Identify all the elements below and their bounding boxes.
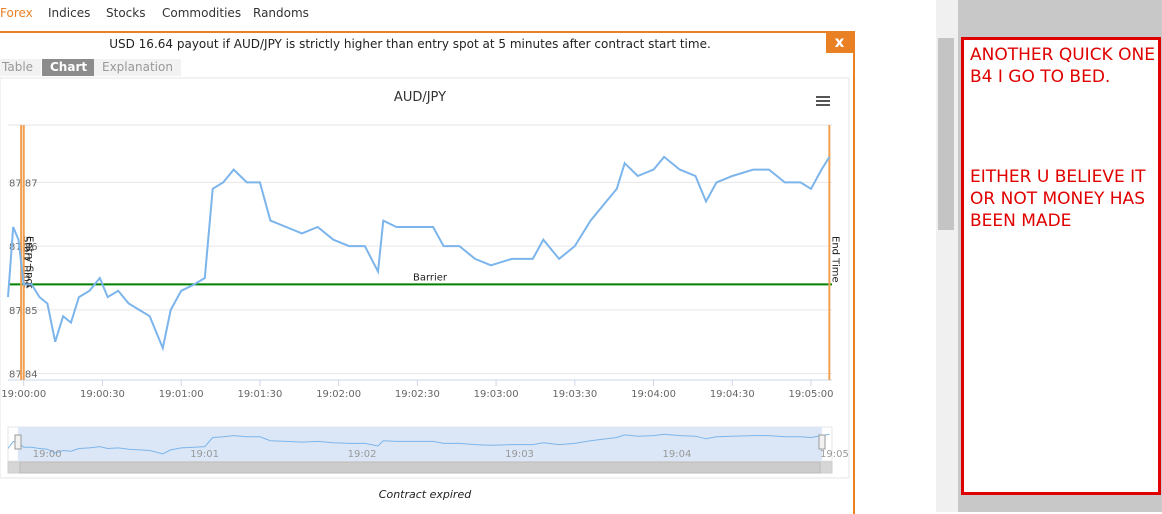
note-text: ANOTHER QUICK ONE B4 I GO TO BED. <box>970 45 1155 87</box>
scroll-thumb[interactable] <box>938 38 954 230</box>
x-tick-label: 19:00:30 <box>80 389 125 400</box>
tab[interactable]: Explanation <box>94 59 181 76</box>
x-tick-label: 19:04:30 <box>710 389 755 400</box>
tab[interactable]: Chart <box>42 59 96 76</box>
dialog-tabs: Table Chart Explanation <box>0 59 850 77</box>
x-tick-label: 19:01:00 <box>159 389 204 400</box>
x-tick-label: 19:03:30 <box>552 389 597 400</box>
menu-icon[interactable] <box>816 96 830 106</box>
dialog-header: USD 16.64 payout if AUD/JPY is strictly … <box>109 37 711 51</box>
scrollbar-thumb[interactable] <box>19 461 821 474</box>
x-tick-label: 19:05:00 <box>789 389 834 400</box>
navigator-selection <box>18 427 822 461</box>
note-text: EITHER U BELIEVE IT OR NOT MONEY HAS BEE… <box>970 167 1146 231</box>
navigator-label: 19:05 <box>820 449 849 460</box>
chart: AUD/JPY 87.8487.8587.8687.8719:00:0019:0… <box>0 77 850 479</box>
tab[interactable]: Commodities <box>162 6 242 20</box>
chart-title: AUD/JPY <box>394 90 446 105</box>
tab[interactable]: Table <box>0 59 42 76</box>
tab[interactable]: Indices <box>48 6 91 20</box>
time-marker-label: Entry Spot <box>24 236 35 289</box>
x-tick-label: 19:02:00 <box>316 389 361 400</box>
navigator-label: 19:02 <box>348 449 377 460</box>
x-tick-label: 19:04:00 <box>631 389 676 400</box>
x-tick-label: 19:03:00 <box>474 389 519 400</box>
scrollbar <box>936 0 958 512</box>
navigator-label: 19:01 <box>190 449 219 460</box>
x-tick-label: 19:02:30 <box>395 389 440 400</box>
market-tabs: Forex Indices Stocks Commodities Randoms <box>0 0 936 30</box>
chart-frame <box>0 77 850 479</box>
navigator-label: 19:00 <box>33 449 62 460</box>
x-tick-label: 19:01:30 <box>237 389 282 400</box>
price-line <box>7 155 831 352</box>
navigator-handle[interactable] <box>818 434 826 450</box>
navigator-handle[interactable] <box>14 434 22 450</box>
navigator-line <box>7 433 830 455</box>
tab[interactable]: Randoms <box>253 6 309 20</box>
close-button[interactable]: x <box>826 33 853 53</box>
navigator-label: 19:04 <box>663 449 692 460</box>
barrier-label: Barrier <box>413 272 448 283</box>
x-tick-label: 19:00:00 <box>1 389 46 400</box>
time-marker-label: Start Time <box>21 236 32 288</box>
note-box: ANOTHER QUICK ONE B4 I GO TO BED. EITHER… <box>961 37 1161 495</box>
tab[interactable]: Stocks <box>106 6 146 20</box>
time-marker-label: End Time <box>829 236 840 283</box>
navigator-label: 19:03 <box>505 449 534 460</box>
status: Contract expired <box>378 488 472 501</box>
tab[interactable]: Forex <box>0 6 33 20</box>
